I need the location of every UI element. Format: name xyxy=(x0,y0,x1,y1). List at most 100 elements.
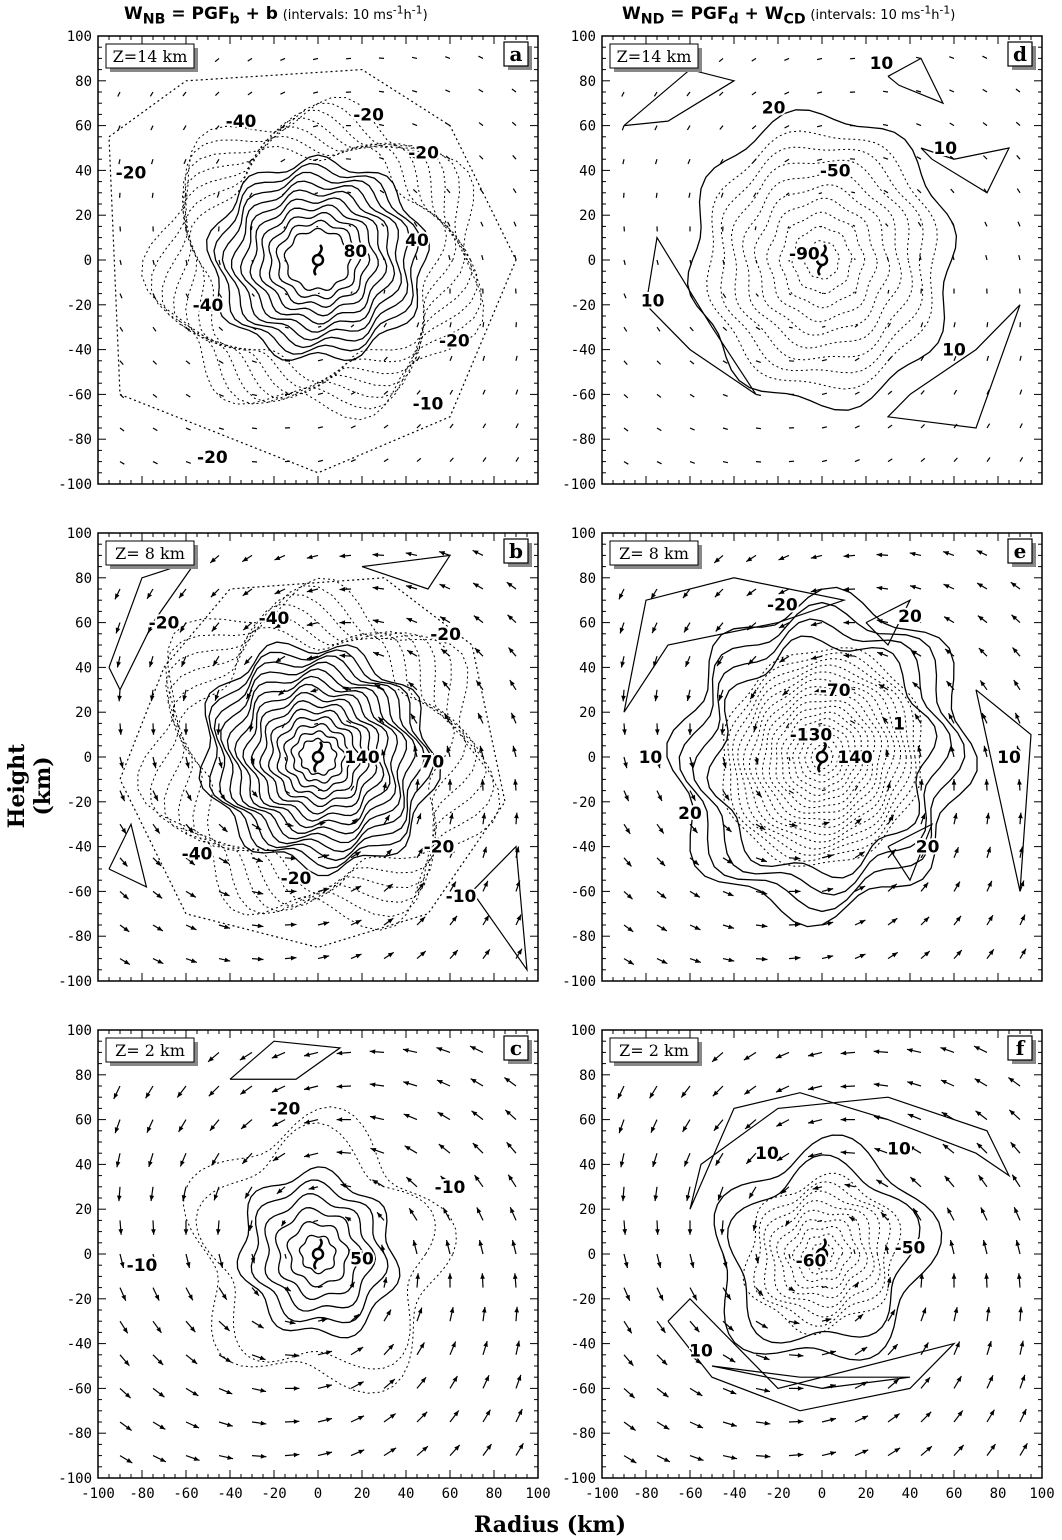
wind-arrowhead xyxy=(306,588,313,593)
wind-arrowhead xyxy=(384,814,390,821)
wind-vector xyxy=(751,57,757,62)
positive-contour xyxy=(471,845,528,972)
wind-arrowhead xyxy=(843,586,850,592)
wind-vector xyxy=(722,259,725,266)
y-tick-label: -20 xyxy=(67,298,92,314)
x-tick-label: 20 xyxy=(858,1486,875,1502)
wind-arrowhead xyxy=(985,1306,991,1313)
contour-value-label: -130 xyxy=(790,726,833,746)
wind-vector xyxy=(349,753,352,758)
wind-vector xyxy=(656,326,661,332)
y-tick-label: -60 xyxy=(67,1381,92,1397)
wind-vector xyxy=(916,89,922,93)
wind-arrowhead xyxy=(652,627,657,634)
panel-a-field: 80 40 -40 -20 -20 -20 -40 -20 -10 -20 xyxy=(108,55,520,474)
wind-arrowhead xyxy=(380,1244,386,1251)
wind-arrowhead xyxy=(276,1188,283,1194)
negative-contour xyxy=(137,577,501,931)
wind-arrowhead xyxy=(345,1216,352,1222)
wind-arrowhead xyxy=(293,1452,300,1458)
wind-vector xyxy=(346,720,352,724)
wind-arrowhead xyxy=(447,1273,453,1279)
wind-vector xyxy=(349,1249,352,1255)
wind-vector xyxy=(478,122,484,127)
negative-contour xyxy=(731,658,913,856)
wind-arrowhead xyxy=(689,762,694,769)
wind-arrowhead xyxy=(761,923,768,929)
wind-vector xyxy=(720,192,724,198)
wind-vector xyxy=(1019,423,1023,429)
wind-arrowhead xyxy=(1018,1306,1024,1313)
wind-vector xyxy=(621,91,625,97)
wind-vector xyxy=(722,326,728,332)
wind-vector xyxy=(152,393,158,398)
wind-arrowhead xyxy=(148,627,153,634)
wind-vector xyxy=(247,57,253,62)
wind-vector xyxy=(883,156,889,160)
wind-vector xyxy=(317,426,324,429)
wind-arrowhead xyxy=(388,1344,394,1350)
negative-contour xyxy=(792,1225,852,1283)
wind-arrowhead xyxy=(744,1089,751,1095)
wind-arrowhead xyxy=(778,555,785,560)
wind-vector xyxy=(218,360,224,364)
wind-vector xyxy=(1019,456,1024,462)
wind-vector xyxy=(515,456,520,462)
wind-arrowhead xyxy=(653,695,659,702)
wind-arrowhead xyxy=(980,680,986,687)
y-tick-label: 60 xyxy=(579,616,596,632)
positive-contour xyxy=(249,197,388,325)
wind-vector xyxy=(313,1219,319,1223)
x-tick-label: 100 xyxy=(1029,1486,1054,1502)
contour-value-label: 10 xyxy=(942,341,966,361)
wind-arrowhead xyxy=(743,1055,750,1061)
wind-vector xyxy=(416,322,420,328)
wind-arrowhead xyxy=(794,955,801,961)
wind-arrowhead xyxy=(955,881,960,888)
wind-arrowhead xyxy=(290,855,297,861)
y-tick-label: -40 xyxy=(67,343,92,359)
y-tick-label: -40 xyxy=(571,1337,596,1353)
wind-vector xyxy=(214,57,220,63)
wind-arrowhead xyxy=(257,1323,264,1329)
positive-contour xyxy=(887,57,945,105)
wind-arrowhead xyxy=(474,1175,480,1181)
positive-contour xyxy=(865,598,912,647)
wind-arrowhead xyxy=(873,1082,880,1088)
wind-arrowhead xyxy=(275,657,282,663)
wind-arrowhead xyxy=(775,1087,782,1093)
wind-arrowhead xyxy=(1016,745,1021,752)
wind-arrowhead xyxy=(947,1207,952,1214)
wind-vector xyxy=(150,159,154,165)
positive-contour xyxy=(286,1221,350,1288)
wind-arrowhead xyxy=(846,686,853,692)
y-tick-label: 40 xyxy=(75,163,92,179)
wind-arrowhead xyxy=(978,648,985,654)
wind-arrowhead xyxy=(387,918,394,924)
panel-c-field: 50 -20 -10 -10 xyxy=(112,1040,524,1464)
wind-vector xyxy=(511,121,517,127)
wind-vector xyxy=(753,192,757,198)
wind-arrowhead xyxy=(351,818,358,824)
y-tick-label: 60 xyxy=(579,119,596,135)
y-tick-label: -100 xyxy=(562,477,596,493)
wind-arrowhead xyxy=(336,1050,343,1056)
wind-arrowhead xyxy=(486,1443,492,1450)
wind-arrowhead xyxy=(243,624,249,631)
wind-arrowhead xyxy=(808,1119,814,1125)
wind-arrowhead xyxy=(1011,614,1018,621)
wind-arrowhead xyxy=(214,694,220,701)
wind-vector xyxy=(854,425,860,429)
wind-arrowhead xyxy=(387,883,393,890)
wind-arrowhead xyxy=(419,1342,425,1349)
wind-arrowhead xyxy=(190,925,197,930)
wind-vector xyxy=(482,457,487,462)
wind-arrowhead xyxy=(481,812,487,819)
wind-arrowhead xyxy=(116,1195,122,1202)
wind-arrowhead xyxy=(926,1446,932,1452)
wind-arrowhead xyxy=(794,855,801,861)
negative-contour xyxy=(810,744,834,770)
wind-arrowhead xyxy=(156,893,163,899)
wind-arrowhead xyxy=(446,745,451,752)
wind-vector xyxy=(986,355,990,361)
